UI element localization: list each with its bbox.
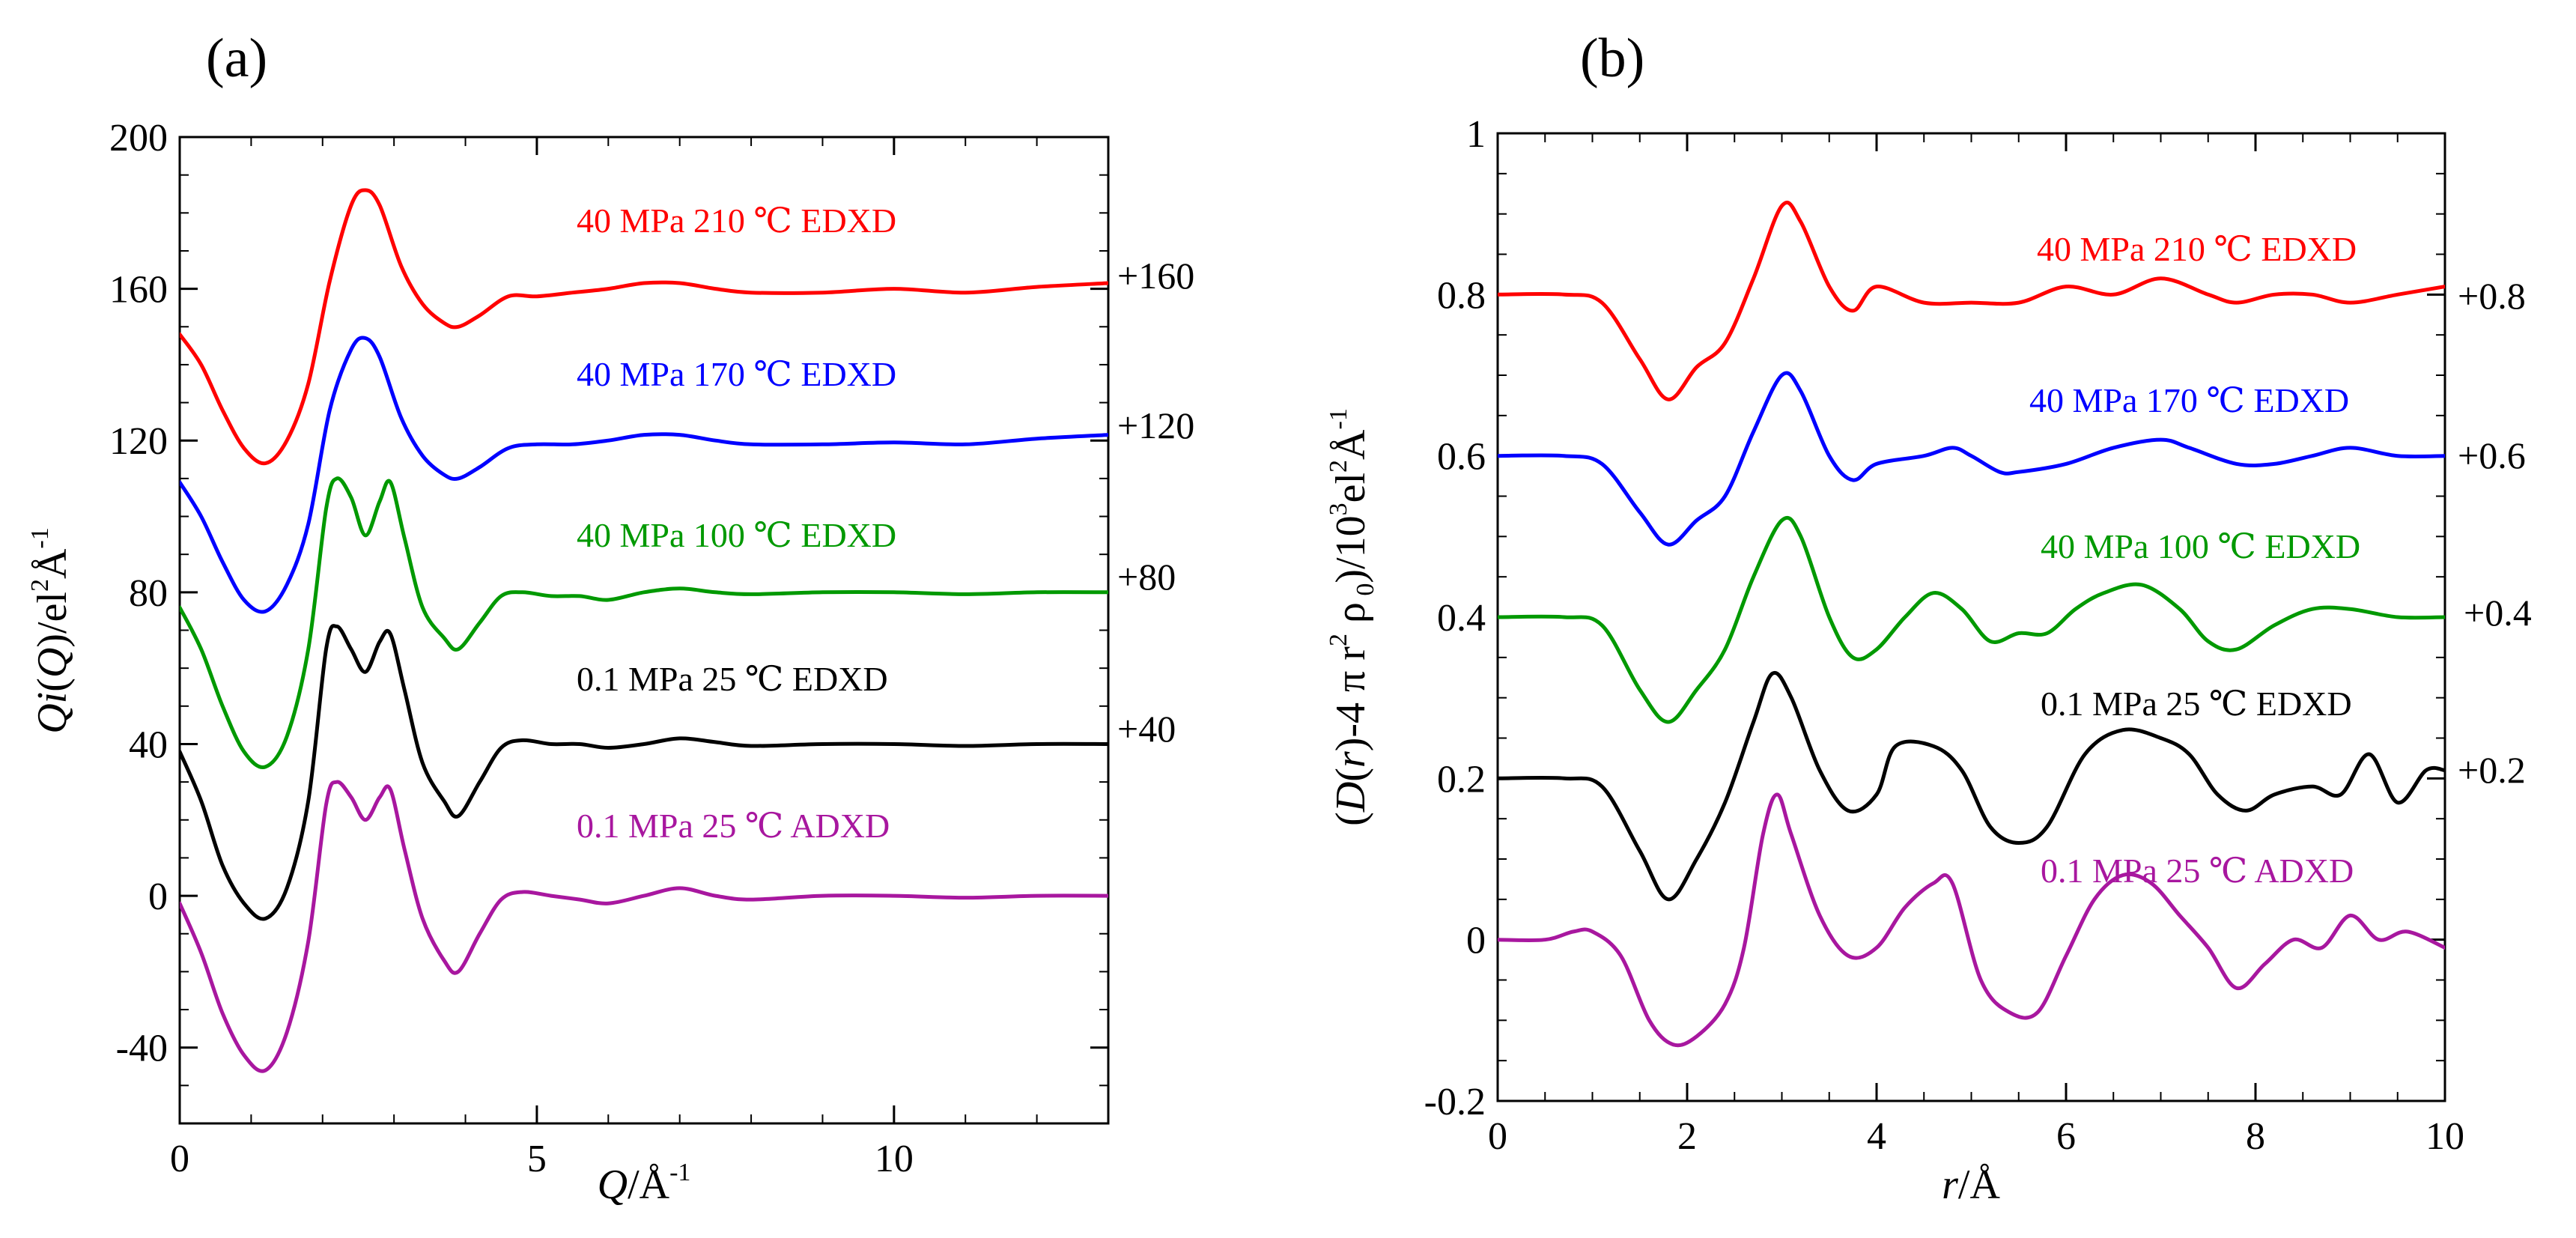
b-series-2-line (1498, 515, 2445, 724)
b-series-1-line (1498, 371, 2445, 547)
a-x-tick-label: 10 (875, 1138, 914, 1180)
a-series-0-line (180, 188, 1108, 466)
b-x-tick-label: 10 (2425, 1115, 2464, 1158)
b-y-tick-label: 0.8 (1437, 274, 1486, 317)
offset-label-a-40: +40 (1117, 708, 1176, 750)
offset-label-a-160: +160 (1117, 255, 1194, 297)
b-series-0-line (1498, 200, 2445, 401)
series-label-a-25c-adxd: 0.1 MPa 25 ℃ ADXD (577, 807, 890, 845)
curves-a (180, 188, 1108, 1073)
a-series-4-line (180, 780, 1108, 1073)
panel-b: (b) 0 2 4 6 8 10-0.200.20.40.60.81 40 MPa 210… (1325, 28, 2532, 1208)
panel-a: (a) 0 5 10 -40 0 40 80 120 160 200 40 MPa 210 ℃ E… (26, 28, 1194, 1208)
series-label-a-170c: 40 MPa 170 ℃ EDXD (577, 355, 896, 393)
plot-frame-a (178, 136, 1110, 1125)
a-series-2-line (180, 476, 1108, 770)
series-label-b-210c: 40 MPa 210 ℃ EDXD (2037, 230, 2357, 268)
x-axis-label-a: Q/Å-1 (598, 1159, 691, 1208)
series-label-a-210c: 40 MPa 210 ℃ EDXD (577, 201, 896, 240)
b-x-tick-label: 2 (1677, 1115, 1697, 1158)
b-y-tick-label: 0 (1466, 920, 1486, 962)
curves-b (1498, 200, 2445, 1048)
b-y-tick-label: 0.2 (1437, 758, 1486, 801)
b-series-3-line (1498, 670, 2445, 902)
series-label-b-25c-edxd: 0.1 MPa 25 ℃ EDXD (2041, 685, 2352, 723)
a-x-tick-label: 0 (170, 1138, 189, 1180)
b-y-tick-label: 0.6 (1437, 436, 1486, 479)
a-y-tick-label: 80 (129, 572, 168, 615)
offset-label-b-06: +0.6 (2458, 434, 2526, 476)
offset-label-b-04: +0.4 (2464, 592, 2532, 634)
offset-label-b-02: +0.2 (2458, 749, 2526, 791)
a-series-1-line (180, 336, 1108, 614)
a-y-tick-label: 40 (129, 723, 168, 766)
offset-label-a-80: +80 (1117, 556, 1176, 598)
y-axis-label-b: (D(r)-4 π r2 ρ 0)/103el2Å-1 (1325, 408, 1379, 826)
y-axis-label-a: Qi(Q)/el2Å-1 (26, 527, 76, 734)
series-label-b-25c-adxd: 0.1 MPa 25 ℃ ADXD (2041, 852, 2354, 890)
ticks-a: 0 5 10 -40 0 40 80 120 160 200 (109, 117, 1109, 1180)
b-x-tick-label: 6 (2056, 1115, 2076, 1158)
offset-label-a-120: +120 (1117, 404, 1194, 446)
b-y-tick-label: 0.4 (1437, 597, 1486, 640)
a-y-tick-label: -40 (116, 1028, 168, 1070)
a-y-tick-label: 120 (109, 420, 168, 463)
a-y-tick-label: 200 (109, 117, 168, 160)
a-x-tick-label: 5 (527, 1138, 547, 1180)
b-y-tick-label: -0.2 (1424, 1081, 1486, 1123)
panel-a-label: (a) (206, 28, 267, 89)
series-label-b-100c: 40 MPa 100 ℃ EDXD (2041, 527, 2360, 565)
panel-b-label: (b) (1580, 28, 1644, 89)
ticks-b: 0 2 4 6 8 10-0.200.20.40.60.81 (1424, 113, 2464, 1158)
b-x-tick-label: 0 (1488, 1115, 1507, 1158)
a-y-tick-label: 0 (148, 876, 168, 918)
series-label-a-25c-edxd: 0.1 MPa 25 ℃ EDXD (577, 660, 888, 698)
series-label-b-170c: 40 MPa 170 ℃ EDXD (2029, 381, 2349, 419)
b-series-4-line (1498, 792, 2445, 1048)
x-axis-label-b: r/Å (1942, 1162, 2000, 1208)
b-x-tick-label: 8 (2246, 1115, 2265, 1158)
a-y-tick-label: 160 (109, 269, 168, 312)
b-y-tick-label: 1 (1466, 113, 1486, 156)
b-x-tick-label: 4 (1867, 1115, 1886, 1158)
series-label-a-100c: 40 MPa 100 ℃ EDXD (577, 516, 896, 554)
offset-label-b-08: +0.8 (2458, 275, 2526, 317)
a-series-3-line (180, 624, 1108, 921)
